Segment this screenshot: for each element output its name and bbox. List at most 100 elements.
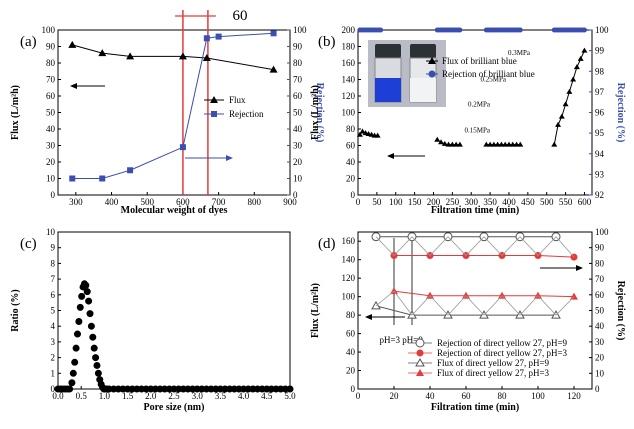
panel-b-ytick-right-label-6: 98 [595, 66, 605, 76]
panel-d-ytick-right-label-6: 60 [595, 290, 605, 300]
panel-c-ytick-label-3: 3 [51, 337, 56, 347]
panel-c-series-0-point-71 [286, 385, 294, 393]
panel-c-series-0-point-6 [68, 379, 76, 387]
panel-d-xtick-label-4: 80 [498, 391, 508, 401]
panel-d-ytick-label-7: 140 [342, 255, 356, 265]
panel-b-ytick-label-10: 200 [342, 25, 356, 35]
panel-a-ytick-label-9: 90 [46, 42, 56, 52]
panel-d-ylabel-right: Rejection (%) [615, 281, 626, 341]
panel-a-series-0-line-0 [72, 44, 274, 71]
panel-b-xtick-label-0: 0 [356, 197, 361, 207]
panel-c-xlabel: Pore size (nm) [144, 402, 205, 413]
panel-b-pressure-label-1: 0.25MPa [481, 76, 507, 84]
panel-a-ytick-right-label-3: 30 [293, 141, 303, 151]
panel-a-legend-text-0: Flux [229, 95, 246, 105]
panel-d-ytick-label-3: 60 [346, 329, 356, 339]
panel-d-xtick-label-2: 40 [426, 391, 436, 401]
panel-b-xtick-label-4: 200 [427, 197, 441, 207]
panel-c-series-0-point-12 [76, 303, 84, 311]
panel-c-xtick-label-6: 3.0 [192, 391, 204, 401]
panel-d-ytick-label-6: 120 [342, 273, 356, 283]
panel-b-ytick-right-label-3: 95 [595, 128, 605, 138]
panel-b-series-0-point-11 [449, 141, 456, 147]
panel-a-legend-marker-0 [210, 96, 218, 103]
panel-b-series-0-point-8 [438, 139, 445, 145]
panel-d-rejection-arrowhead [576, 265, 583, 271]
panel-b-series-0-point-17 [494, 141, 501, 147]
panel-c-ytick-label-10: 10 [46, 227, 56, 237]
panel-b-series-0-point-14 [483, 141, 490, 147]
panel-d-series-2-line-0 [375, 305, 556, 316]
panel-c-series-0-point-5 [66, 385, 74, 393]
panel-b-xtick-label-7: 350 [483, 197, 497, 207]
panel-c-xtick-label-3: 1.5 [122, 391, 134, 401]
panel-b-xtick-label-9: 450 [521, 197, 535, 207]
panel-b-xtick-label-2: 100 [389, 197, 403, 207]
panel-d-ytick-right-label-8: 80 [595, 258, 605, 268]
panel-b-pressure-label-3: 0.15MPa [465, 127, 491, 135]
panel-a-series-1-point-2 [127, 167, 134, 174]
panel-d-ytick-right-label-10: 100 [595, 227, 609, 237]
panel-c-series-0-point-7 [69, 369, 77, 377]
panel-c-series-0-point-18 [85, 297, 93, 305]
panel-a-series-1-point-4 [203, 35, 210, 42]
panel-a-ytick-label-2: 20 [46, 157, 56, 167]
panel-a-ytick-right-label-4: 40 [293, 124, 303, 134]
panel-d-ytick-right-label-7: 70 [595, 274, 605, 284]
panel-a-ytick-label-7: 70 [46, 75, 56, 85]
panel-b-ytick-right-label-8: 100 [595, 25, 609, 35]
panel-a-series-0-point-3 [178, 52, 187, 60]
panel-a-flux-arrowhead [70, 83, 77, 89]
panel-b-xtick-label-6: 300 [464, 197, 478, 207]
panel-b-ytick-right-label-5: 97 [595, 87, 605, 97]
panel-a-ytick-right-label-5: 50 [293, 108, 303, 118]
panel-d-legend-marker-0 [415, 338, 425, 348]
panel-b-series-0-point-29 [570, 76, 577, 82]
panel-d-ytick-label-2: 40 [346, 347, 356, 357]
panel-b-vial-right-clear-liquid [410, 78, 436, 102]
panel-d-legend-marker-2 [415, 357, 425, 367]
panel-b-ytick-label-1: 20 [346, 174, 356, 184]
panel-d-xtick-label-1: 20 [390, 391, 400, 401]
panel-a-label: (a) [20, 34, 37, 50]
panel-d-ytick-right-label-1: 10 [595, 368, 605, 378]
panel-d-legend-text-0: Rejection of direct yellow 27, pH=9 [437, 338, 568, 348]
panel-a-ytick-right-label-7: 70 [293, 75, 303, 85]
panel-a-ytick-label-6: 60 [46, 91, 56, 101]
panel-c-ytick-label-9: 9 [51, 243, 56, 253]
panel-d-ytick-right-label-2: 20 [595, 353, 605, 363]
panel-b-series-0-point-12 [453, 141, 460, 147]
panel-b-xlabel: Filtration time (min) [431, 205, 519, 216]
panel-a-legend-text-1: Rejection [229, 109, 264, 119]
panel-b-ytick-right-label-0: 92 [595, 190, 604, 200]
panel-d-series-1-line-0 [394, 255, 575, 258]
panel-c-xtick-label-1: 0.5 [76, 391, 88, 401]
panel-b-xtick-label-12: 600 [578, 197, 592, 207]
panel-d-xtick-label-6: 120 [567, 391, 581, 401]
panel-b-xtick-label-8: 400 [502, 197, 516, 207]
panel-b-xtick-label-3: 150 [408, 197, 422, 207]
panel-c-series-0-point-9 [72, 344, 80, 352]
panel-a-series-1-point-6 [270, 30, 277, 37]
panel-b-series-0-point-20 [505, 141, 512, 147]
panel-d-legend-text-2: Flux of direct yellow 27, pH=9 [437, 358, 550, 368]
panel-c-xtick-label-8: 4.0 [238, 391, 250, 401]
panel-b-ytick-label-2: 40 [346, 157, 356, 167]
panel-b-vial-cap-right [410, 44, 436, 58]
panel-a-ytick-right-label-1: 10 [293, 174, 303, 184]
panel-d-legend-marker-1 [416, 349, 424, 357]
panel-a-ytick-right-label-8: 80 [293, 58, 303, 68]
panel-d-xtick-label-3: 60 [462, 391, 472, 401]
panel-d-zigzag-1 [375, 290, 575, 316]
panel-a-xtick-label-6: 900 [283, 197, 297, 207]
panel-b-series-0-point-22 [513, 141, 520, 147]
panel-b-pressure-label-2: 0.2MPa [468, 100, 491, 108]
panel-b-series-0-line-3 [553, 50, 585, 145]
panel-c-series-0-point-20 [87, 322, 95, 330]
panel-b-series-0-point-26 [558, 113, 565, 119]
panel-b-ytick-label-4: 80 [346, 124, 356, 134]
panel-c-series-0-point-19 [86, 310, 94, 318]
panel-d-ytick-label-5: 100 [342, 292, 356, 302]
panel-d-ytick-label-1: 20 [346, 366, 356, 376]
panel-c-xtick-label-0: 0.0 [52, 391, 64, 401]
